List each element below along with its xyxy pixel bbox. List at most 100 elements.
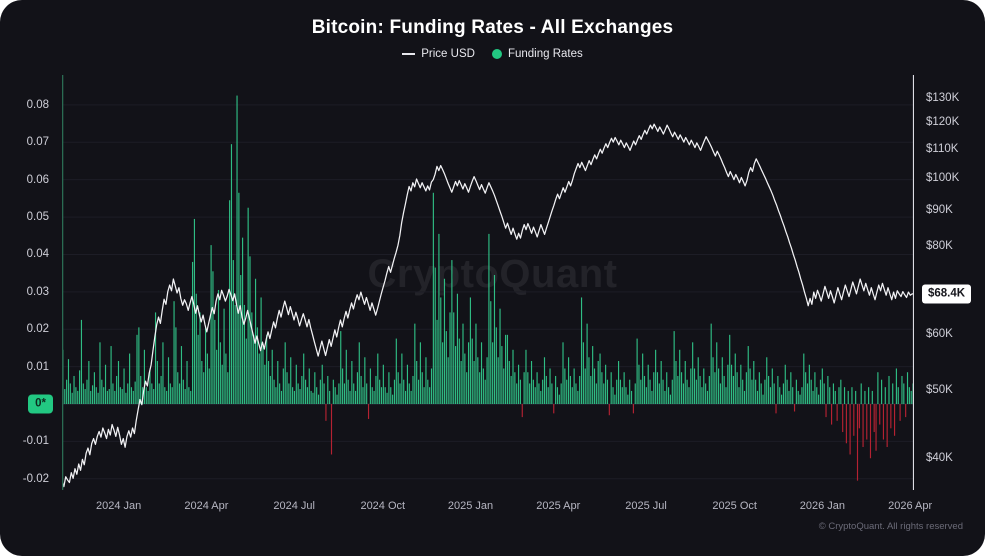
- funding-bar: [334, 387, 336, 404]
- gridlines: [62, 104, 914, 480]
- funding-bar: [293, 390, 296, 405]
- funding-bar: [266, 334, 268, 405]
- funding-bar: [430, 368, 433, 405]
- funding-bar: [447, 357, 449, 404]
- funding-bar: [729, 334, 731, 405]
- funding-bar: [108, 389, 110, 404]
- funding-bar: [290, 357, 292, 404]
- funding-bar: [79, 370, 81, 405]
- funding-bar: [743, 390, 746, 405]
- funding-bar: [814, 372, 816, 405]
- funding-bar: [692, 342, 694, 405]
- funding-bar: [599, 353, 601, 405]
- funding-bar: [501, 346, 503, 405]
- funding-bar: [486, 357, 488, 404]
- funding-bar: [643, 375, 646, 405]
- funding-bar: [869, 404, 872, 459]
- funding-bar: [208, 368, 210, 405]
- funding-bar: [93, 372, 95, 405]
- funding-bar: [723, 375, 725, 405]
- funding-bar: [679, 349, 681, 405]
- funding-bar: [299, 389, 301, 404]
- funding-bar: [716, 342, 718, 405]
- funding-bar: [130, 387, 133, 404]
- funding-bar: [399, 383, 401, 405]
- funding-bar: [230, 144, 233, 405]
- funding-bar: [847, 390, 849, 405]
- funding-bar: [664, 390, 666, 405]
- funding-bar: [825, 404, 827, 418]
- funding-bar: [84, 389, 86, 404]
- x-axis-tick: 2025 Apr: [536, 500, 581, 512]
- funding-bar: [380, 387, 383, 404]
- funding-bar: [821, 368, 823, 405]
- funding-bar: [779, 387, 781, 404]
- left-axis-tick: 0.04: [26, 248, 49, 261]
- funding-bar: [680, 372, 683, 405]
- funding-bar: [517, 364, 520, 405]
- funding-bar: [458, 338, 460, 405]
- funding-bar: [708, 375, 710, 405]
- funding-bar: [766, 357, 768, 404]
- funding-bar: [769, 387, 772, 404]
- funding-bar: [793, 404, 796, 412]
- funding-bar: [753, 361, 755, 405]
- funding-bar: [634, 383, 636, 405]
- funding-bar: [271, 349, 273, 405]
- funding-bar: [819, 379, 822, 405]
- funding-bar: [417, 379, 420, 405]
- funding-bar: [316, 387, 318, 404]
- funding-bar: [180, 346, 183, 405]
- legend-item-funding-rates[interactable]: Funding Rates: [491, 48, 583, 60]
- funding-bar: [340, 331, 342, 405]
- left-axis-tick: 0.02: [26, 323, 49, 336]
- funding-bar: [823, 383, 825, 405]
- funding-bar: [873, 404, 875, 433]
- funding-bar: [167, 357, 170, 404]
- funding-bar: [375, 375, 377, 405]
- funding-bar: [866, 404, 868, 440]
- funding-bar: [590, 375, 592, 405]
- funding-bar: [264, 364, 266, 405]
- funding-bar: [145, 387, 147, 404]
- funding-bar: [90, 390, 92, 405]
- legend-item-price-usd[interactable]: Price USD: [402, 48, 475, 60]
- funding-bar: [860, 383, 862, 405]
- funding-bar: [88, 361, 90, 405]
- funding-bar: [649, 379, 651, 405]
- funding-bar: [877, 372, 879, 405]
- funding-bar: [627, 394, 629, 405]
- funding-bar: [516, 383, 518, 405]
- funding-bar: [360, 375, 362, 405]
- funding-bar: [542, 379, 544, 405]
- funding-bar: [812, 390, 814, 405]
- funding-bar: [514, 372, 516, 405]
- funding-bar: [862, 404, 864, 448]
- funding-bar: [629, 379, 631, 405]
- funding-bar: [236, 95, 238, 405]
- funding-bar: [310, 390, 312, 405]
- x-axis-tick: 2026 Apr: [888, 500, 933, 512]
- funding-bar: [325, 404, 327, 421]
- funding-bar: [701, 387, 703, 404]
- funding-bar: [545, 375, 547, 405]
- funding-bar: [521, 404, 523, 418]
- funding-bar: [855, 390, 857, 405]
- funding-bar: [273, 379, 275, 405]
- right-axis-tick: $80K: [926, 240, 953, 252]
- left-axis-tick: 0.06: [26, 173, 49, 186]
- funding-bar: [623, 372, 625, 405]
- current-price-badge: $68.4K: [922, 284, 972, 304]
- funding-bar: [760, 383, 762, 405]
- funding-bar: [406, 364, 409, 405]
- funding-bar: [693, 368, 696, 405]
- funding-bar: [525, 349, 527, 405]
- funding-bar: [658, 383, 660, 405]
- funding-bar: [751, 379, 753, 405]
- funding-bar: [267, 361, 270, 405]
- funding-bar: [910, 390, 912, 405]
- funding-bar: [840, 379, 842, 405]
- funding-bar: [390, 387, 392, 404]
- funding-bar: [80, 319, 83, 405]
- funding-bar: [782, 383, 784, 405]
